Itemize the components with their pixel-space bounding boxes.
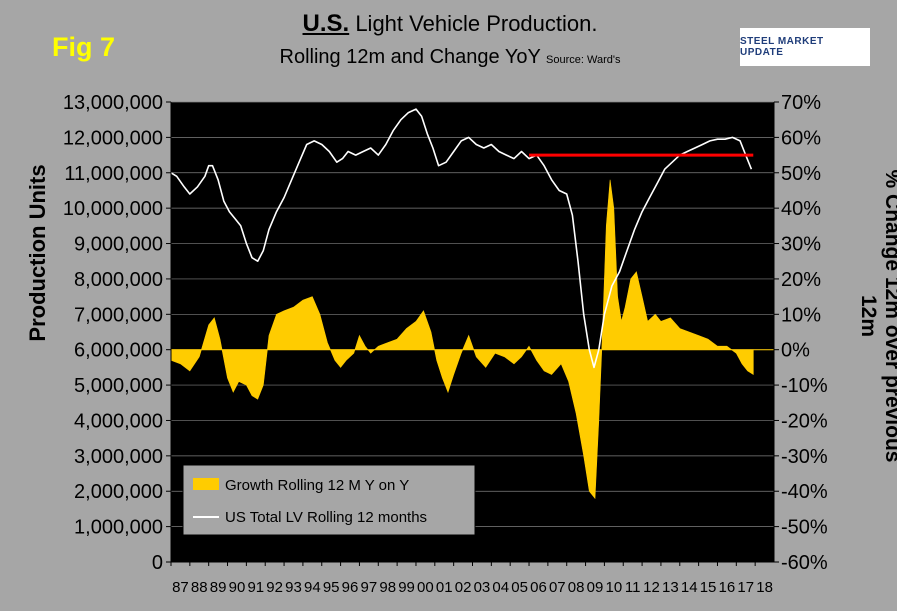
right-tick-label: 10% (781, 304, 821, 326)
x-tick-label: 15 (700, 579, 717, 596)
x-tick-label: 04 (492, 579, 509, 596)
x-tick-label: 95 (323, 579, 340, 596)
x-tick-label: 91 (247, 579, 264, 596)
left-tick-label: 10,000,000 (63, 198, 163, 220)
x-tick-label: 08 (568, 579, 585, 596)
right-tick-label: 60% (781, 127, 821, 149)
steel-market-update-logo: STEEL MARKET UPDATE (740, 28, 870, 66)
x-tick-label: 16 (719, 579, 736, 596)
right-tick-label: 30% (781, 234, 821, 256)
right-tick-label: -20% (781, 410, 828, 432)
right-tick-label: -40% (781, 481, 828, 503)
right-tick-label: 0% (781, 340, 810, 362)
left-tick-label: 4,000,000 (74, 410, 163, 432)
x-tick-label: 12 (643, 579, 660, 596)
left-tick-label: 7,000,000 (74, 304, 163, 326)
growth-area (170, 179, 754, 500)
subtitle-text: Rolling 12m and Change YoY (279, 46, 541, 68)
x-tick-label: 89 (210, 579, 227, 596)
legend-box (182, 464, 476, 536)
left-tick-label: 12,000,000 (63, 127, 163, 149)
total-production-line (170, 108, 753, 369)
x-tick-label: 98 (379, 579, 396, 596)
left-tick-label: 6,000,000 (74, 340, 163, 362)
x-tick-label: 99 (398, 579, 415, 596)
right-axis-ticks: -60% -50% -40% -30% -20% -10% 0% 10% 20% 30% 40% 50… (774, 92, 828, 574)
x-tick-label: 02 (455, 579, 472, 596)
left-axis-ticks: 0 1,000,000 2,000,000 3,000,000 4,000,000 5,0… (63, 92, 171, 574)
right-tick-label: -50% (781, 517, 828, 539)
x-tick-label: 94 (304, 579, 321, 596)
x-tick-label: 10 (605, 579, 622, 596)
right-tick-label: -60% (781, 552, 828, 574)
legend-label-total: US Total LV Rolling 12 months (225, 509, 427, 526)
x-tick-label: 97 (361, 579, 378, 596)
title-text: Light Vehicle Production. (349, 11, 598, 36)
left-tick-label: 11,000,000 (64, 163, 163, 185)
legend-label-growth: Growth Rolling 12 M Y on Y (225, 477, 409, 494)
figure-label: Fig 7 (52, 32, 116, 62)
x-tick-label: 00 (417, 579, 434, 596)
x-tick-label: 88 (191, 579, 208, 596)
legend-swatch-growth (193, 478, 219, 490)
right-tick-label: -10% (781, 375, 828, 397)
x-tick-label: 07 (549, 579, 566, 596)
legend: Growth Rolling 12 M Y on Y US Total LV R… (182, 464, 476, 536)
x-axis-ticks: 87 88 89 90 91 92 93 94 95 96 97 98 99 00 01 02 03 04 05 06… (170, 562, 773, 596)
left-tick-label: 9,000,000 (74, 234, 163, 256)
x-tick-label: 18 (756, 579, 773, 596)
right-tick-label: 70% (781, 92, 821, 114)
x-tick-label: 03 (474, 579, 491, 596)
right-tick-label: 40% (781, 198, 821, 220)
x-tick-label: 13 (662, 579, 679, 596)
right-tick-label: -30% (781, 446, 828, 468)
left-tick-label: 13,000,000 (63, 92, 163, 114)
left-tick-label: 3,000,000 (74, 446, 163, 468)
total-line-layer (170, 108, 753, 369)
x-tick-label: 11 (625, 579, 641, 596)
y-axis-title-left: Production Units (25, 164, 50, 342)
x-tick-label: 17 (737, 579, 754, 596)
x-tick-label: 06 (530, 579, 547, 596)
title-country: U.S. (302, 10, 350, 37)
x-tick-label: 01 (436, 579, 453, 596)
x-tick-label: 09 (587, 579, 604, 596)
right-tick-label: 50% (781, 163, 821, 185)
left-tick-label: 5,000,000 (74, 375, 163, 397)
x-tick-label: 90 (229, 579, 246, 596)
x-tick-label: 93 (285, 579, 302, 596)
growth-area-layer (170, 179, 774, 500)
left-tick-label: 1,000,000 (74, 517, 163, 539)
right-tick-label: 20% (781, 269, 821, 291)
y-axis-title-right: % Change 12m over previous 12m (857, 170, 897, 463)
x-tick-label: 05 (511, 579, 528, 596)
logo-text: STEEL MARKET UPDATE (740, 36, 824, 58)
x-tick-label: 92 (266, 579, 283, 596)
source-note: Source: Ward's (546, 54, 621, 66)
x-tick-label: 87 (172, 579, 189, 596)
x-tick-label: 14 (681, 579, 698, 596)
chart-subtitle: Rolling 12m and Change YoY Source: Ward'… (180, 46, 720, 69)
chart-title: U.S. Light Vehicle Production. (180, 10, 720, 38)
left-tick-label: 2,000,000 (74, 481, 163, 503)
left-tick-label: 8,000,000 (74, 269, 163, 291)
x-tick-label: 96 (342, 579, 359, 596)
left-tick-label: 0 (152, 552, 163, 574)
